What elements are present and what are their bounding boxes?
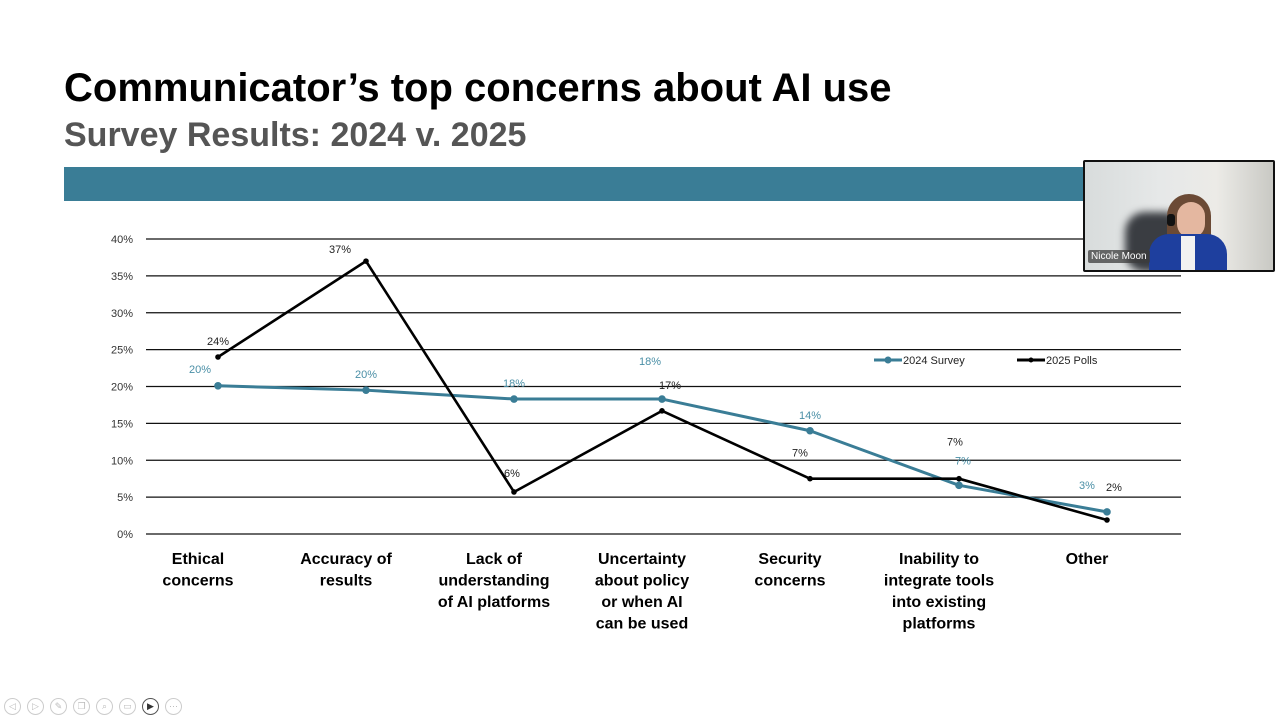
next-icon[interactable]: ▷ xyxy=(27,698,44,715)
headset-icon xyxy=(1167,214,1175,226)
category-label: Uncertainty about policy or when AI can be … xyxy=(595,551,689,633)
category-label-line: Lack of xyxy=(466,551,523,568)
y-tick-label: 15% xyxy=(111,418,133,430)
data-label: 3% xyxy=(1079,480,1095,492)
camera-icon[interactable]: ▶ xyxy=(142,698,159,715)
category-label: Ethical concerns xyxy=(162,551,233,590)
y-tick-label: 30% xyxy=(111,308,133,320)
data-point xyxy=(659,408,665,414)
y-axis-ticks: 0% 5% 10% 15% 20% 25% 30% 35% 40% xyxy=(111,234,133,541)
data-label: 18% xyxy=(503,378,525,390)
data-point xyxy=(363,258,369,264)
data-label: 18% xyxy=(639,356,661,368)
data-point xyxy=(215,354,221,360)
data-label: 7% xyxy=(947,437,963,449)
data-label: 37% xyxy=(329,244,351,256)
category-label-line: can be used xyxy=(596,616,688,633)
category-label: Lack of understanding of AI platforms xyxy=(438,551,550,611)
data-label: 2% xyxy=(1106,482,1122,494)
category-label-line: results xyxy=(320,573,373,590)
category-label: Security concerns xyxy=(754,551,825,590)
data-point xyxy=(807,475,813,482)
legend: 2024 Survey 2025 Polls xyxy=(874,355,1098,367)
category-label-line: Ethical xyxy=(172,551,224,568)
series-lines xyxy=(214,258,1111,523)
y-tick-label: 25% xyxy=(111,345,133,357)
category-label-line: of AI platforms xyxy=(438,594,550,611)
y-tick-label: 10% xyxy=(111,455,133,467)
data-label: 17% xyxy=(659,380,681,392)
data-point xyxy=(510,395,518,403)
data-point xyxy=(362,386,370,394)
category-label-line: integrate tools xyxy=(884,573,994,590)
data-label: 7% xyxy=(792,448,808,460)
legend-label: 2025 Polls xyxy=(1046,355,1098,367)
presentation-controls: ◁ ▷ ✎ ❐ ⌕ ▭ ▶ ⋯ xyxy=(4,698,182,715)
category-label-line: into existing xyxy=(892,594,986,611)
subtitles-icon[interactable]: ▭ xyxy=(119,698,136,715)
category-label-line: Accuracy of xyxy=(300,551,392,568)
data-point xyxy=(214,381,222,390)
x-axis-categories: Ethical concerns Accuracy of results Lack of… xyxy=(162,551,1108,633)
legend-swatch-marker xyxy=(1028,357,1034,363)
category-label: Accuracy of results xyxy=(300,551,392,590)
data-label: 7% xyxy=(955,455,971,467)
data-point xyxy=(956,475,962,482)
data-label: 20% xyxy=(189,364,211,376)
y-tick-label: 0% xyxy=(117,529,133,541)
gridlines xyxy=(146,238,1181,535)
data-label: 6% xyxy=(504,468,520,480)
category-label-line: Security xyxy=(758,551,821,568)
data-label: 20% xyxy=(355,369,377,381)
slide-subtitle: Survey Results: 2024 v. 2025 xyxy=(64,116,527,154)
category-label-line: concerns xyxy=(754,573,825,590)
data-labels: 20% 20% 18% 18% 14% 7% 3% 24% 37% 6% 17% 7% 7% 2% xyxy=(189,244,1122,494)
slides-icon[interactable]: ❐ xyxy=(73,698,90,715)
participant-face xyxy=(1177,202,1205,238)
legend-swatch-marker xyxy=(884,356,892,364)
data-point xyxy=(806,426,814,435)
pen-icon[interactable]: ✎ xyxy=(50,698,67,715)
category-label-line: understanding xyxy=(438,573,549,590)
legend-label: 2024 Survey xyxy=(903,355,965,367)
slide-title: Communicator’s top concerns about AI use xyxy=(64,66,892,110)
category-label-line: Other xyxy=(1066,551,1109,568)
previous-icon[interactable]: ◁ xyxy=(4,698,21,715)
more-icon[interactable]: ⋯ xyxy=(165,698,182,715)
category-label-line: platforms xyxy=(903,616,976,633)
participant-shirt xyxy=(1181,236,1195,270)
data-point xyxy=(658,395,666,403)
y-tick-label: 35% xyxy=(111,271,133,283)
category-label: Other xyxy=(1066,551,1109,568)
data-point xyxy=(1104,517,1110,523)
category-label-line: concerns xyxy=(162,573,233,590)
video-thumbnail[interactable]: Nicole Moon xyxy=(1083,160,1275,272)
y-tick-label: 20% xyxy=(111,382,133,394)
category-label: Inability to integrate tools into existing… xyxy=(884,551,994,633)
data-label: 14% xyxy=(799,410,821,422)
y-tick-label: 40% xyxy=(111,234,133,246)
series-line-2024-survey xyxy=(217,384,1108,514)
y-tick-label: 5% xyxy=(117,492,133,504)
category-label-line: Inability to xyxy=(899,551,979,568)
category-label-line: about policy xyxy=(595,573,689,590)
data-point xyxy=(511,489,517,495)
zoom-icon[interactable]: ⌕ xyxy=(96,698,113,715)
category-label-line: or when AI xyxy=(601,594,682,611)
participant-name: Nicole Moon xyxy=(1088,250,1150,263)
category-label-line: Uncertainty xyxy=(598,551,686,568)
data-label: 24% xyxy=(207,336,229,348)
data-point xyxy=(955,481,963,490)
data-point xyxy=(1103,508,1111,516)
title-banner xyxy=(64,167,1094,201)
